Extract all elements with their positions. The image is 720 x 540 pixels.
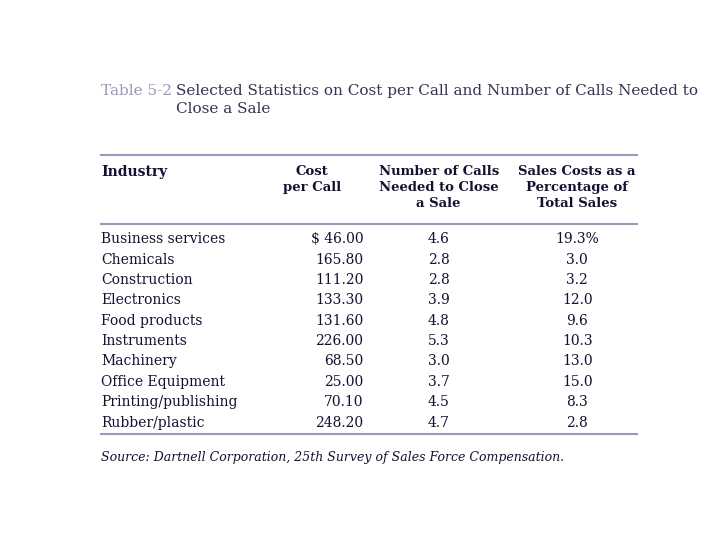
Text: 3.2: 3.2 [566,273,588,287]
Text: 4.5: 4.5 [428,395,450,409]
Text: 4.6: 4.6 [428,232,450,246]
Text: $ 46.00: $ 46.00 [311,232,364,246]
Text: 70.10: 70.10 [324,395,364,409]
Text: Table 5-2: Table 5-2 [101,84,172,98]
Text: 226.00: 226.00 [315,334,364,348]
Text: 5.3: 5.3 [428,334,449,348]
Text: Printing/publishing: Printing/publishing [101,395,238,409]
Text: 2.8: 2.8 [428,273,449,287]
Text: 15.0: 15.0 [562,375,593,389]
Text: Rubber/plastic: Rubber/plastic [101,416,204,430]
Text: Business services: Business services [101,232,225,246]
Text: Machinery: Machinery [101,354,177,368]
Text: 111.20: 111.20 [315,273,364,287]
Text: 3.0: 3.0 [428,354,449,368]
Text: 12.0: 12.0 [562,293,593,307]
Text: 2.8: 2.8 [566,416,588,430]
Text: Food products: Food products [101,314,202,328]
Text: 4.8: 4.8 [428,314,450,328]
Text: 3.7: 3.7 [428,375,450,389]
Text: 4.7: 4.7 [428,416,450,430]
Text: Cost
per Call: Cost per Call [283,165,341,194]
Text: Electronics: Electronics [101,293,181,307]
Text: Construction: Construction [101,273,193,287]
Text: 2.8: 2.8 [428,253,449,267]
Text: 19.3%: 19.3% [555,232,599,246]
Text: Chemicals: Chemicals [101,253,175,267]
Text: Sales Costs as a
Percentage of
Total Sales: Sales Costs as a Percentage of Total Sal… [518,165,636,210]
Text: 165.80: 165.80 [315,253,364,267]
Text: 68.50: 68.50 [324,354,364,368]
Text: Selected Statistics on Cost per Call and Number of Calls Needed to
Close a Sale: Selected Statistics on Cost per Call and… [176,84,698,116]
Text: Number of Calls
Needed to Close
a Sale: Number of Calls Needed to Close a Sale [379,165,499,210]
Text: Instruments: Instruments [101,334,187,348]
Text: 25.00: 25.00 [324,375,364,389]
Text: 131.60: 131.60 [315,314,364,328]
Text: 13.0: 13.0 [562,354,593,368]
Text: 133.30: 133.30 [315,293,364,307]
Text: 8.3: 8.3 [566,395,588,409]
Text: 3.0: 3.0 [566,253,588,267]
Text: Office Equipment: Office Equipment [101,375,225,389]
Text: Industry: Industry [101,165,168,179]
Text: 10.3: 10.3 [562,334,593,348]
Text: Source: Dartnell Corporation, 25th Survey of Sales Force Compensation.: Source: Dartnell Corporation, 25th Surve… [101,451,564,464]
Text: 3.9: 3.9 [428,293,449,307]
Text: 248.20: 248.20 [315,416,364,430]
Text: 9.6: 9.6 [566,314,588,328]
